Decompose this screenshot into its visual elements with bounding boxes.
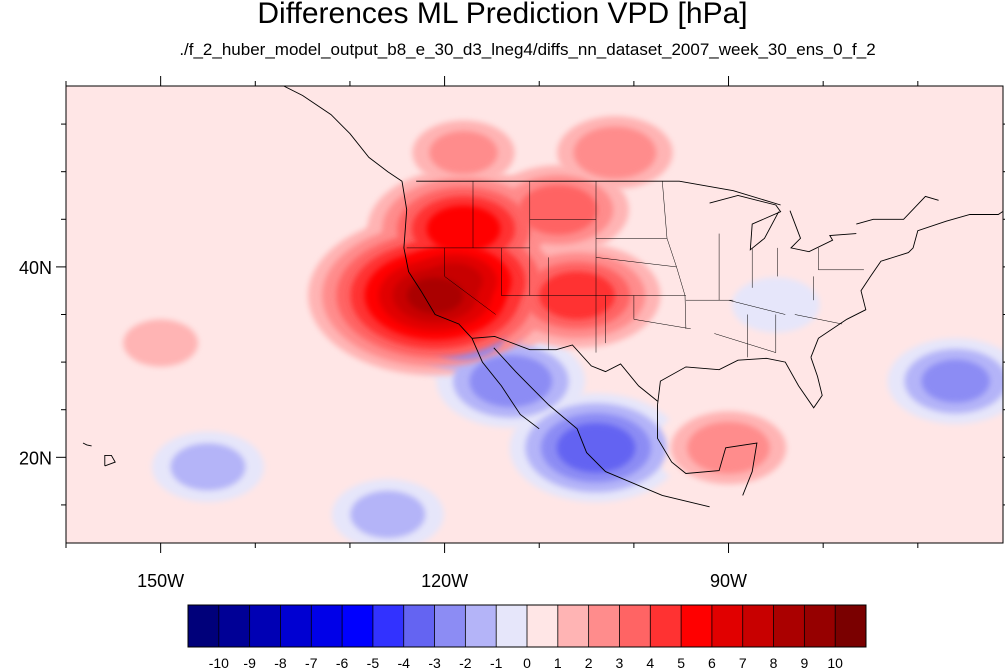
lon-label-120w: 120W	[421, 571, 468, 591]
colorbar-swatch	[804, 605, 836, 647]
colorbar-label: -10	[209, 655, 229, 671]
colorbar-swatch	[496, 605, 528, 647]
state-border	[633, 295, 691, 330]
state-border	[818, 247, 864, 271]
anomaly-contour	[731, 277, 820, 333]
coastline	[104, 454, 116, 467]
colorbar-label: 0	[523, 655, 531, 671]
colorbar-frame	[187, 604, 867, 648]
vpd-field	[104, 105, 1003, 543]
anomaly-contour	[123, 319, 198, 367]
lon-label-90w: 90W	[710, 571, 747, 591]
anomaly-contour	[406, 277, 464, 314]
colorbar-swatch	[434, 605, 466, 647]
colorbar-swatch	[372, 605, 405, 647]
coastline	[283, 86, 403, 182]
state-border	[595, 257, 677, 268]
colorbar-label: -7	[305, 655, 318, 671]
colorbar-swatch	[403, 605, 435, 647]
anomaly-contour	[518, 185, 598, 235]
latitude-labels: 40N 20N	[19, 258, 52, 468]
colorbar-swatch	[711, 605, 744, 647]
coastline	[810, 210, 1003, 358]
colorbar-swatch	[249, 605, 281, 647]
colorbar-swatch	[465, 605, 497, 647]
colorbar-swatch	[650, 605, 682, 647]
colorbar-label: -2	[459, 655, 472, 671]
colorbar-label: 6	[708, 655, 716, 671]
anomaly-contour	[170, 443, 246, 491]
colorbar-swatch	[342, 605, 374, 647]
state-border	[444, 247, 496, 315]
colorbar-swatch	[557, 605, 589, 647]
colorbar-label: 8	[770, 655, 778, 671]
colorbar-label: -8	[274, 655, 287, 671]
anomaly-contour	[429, 131, 498, 175]
anomaly-contour	[350, 490, 426, 538]
coastline	[471, 338, 540, 430]
colorbar-swatch	[681, 605, 713, 647]
colorbar-swatch	[527, 605, 559, 647]
coastline	[789, 210, 857, 253]
longitude-labels: 150W 120W 90W	[137, 571, 747, 591]
colorbar-swatch	[742, 605, 774, 647]
coastline	[657, 357, 823, 409]
anomaly-contour	[426, 205, 501, 253]
colorbar-label: 4	[646, 655, 654, 671]
colorbar-label: 3	[616, 655, 624, 671]
lat-label-40: 40N	[19, 258, 52, 278]
lat-label-20: 20N	[19, 448, 52, 468]
anomaly-contour	[573, 126, 657, 179]
colorbar-label: 5	[677, 655, 685, 671]
colorbar-swatch	[773, 605, 805, 647]
colorbar-swatch	[588, 605, 620, 647]
colorbar-label: -5	[367, 655, 380, 671]
colorbar-swatch	[835, 605, 867, 647]
colorbar-swatch	[218, 605, 250, 647]
colorbar-label: 7	[739, 655, 747, 671]
coastline	[401, 181, 473, 339]
chart-subtitle: ./f_2_huber_model_output_b8_e_30_d3_lneg…	[179, 40, 876, 59]
colorbar-label: 2	[585, 655, 593, 671]
colorbar-swatch	[619, 605, 651, 647]
colorbar-swatch	[311, 605, 343, 647]
anomaly-contour	[556, 423, 636, 473]
coastline	[82, 442, 92, 447]
state-border	[714, 333, 776, 353]
coastline	[416, 180, 781, 206]
anomaly-contour	[469, 355, 553, 408]
colorbar-label: -1	[490, 655, 503, 671]
colorbar-label: -6	[336, 655, 349, 671]
colorbar-swatch	[188, 605, 220, 647]
state-border	[794, 314, 843, 325]
lon-label-150w: 150W	[137, 571, 184, 591]
state-border	[728, 299, 786, 315]
chart-title: Differences ML Prediction VPD [hPa]	[257, 0, 748, 30]
map-panel	[56, 76, 1005, 553]
colorbar-label: 10	[827, 655, 843, 671]
colorbar-label: -9	[243, 655, 256, 671]
coastline	[493, 347, 710, 508]
coastline	[709, 195, 782, 251]
colorbar-label: 9	[800, 655, 808, 671]
coastline	[657, 404, 758, 496]
colorbar-label: -4	[398, 655, 411, 671]
colorbar-label: -3	[428, 655, 441, 671]
colorbar-swatch	[280, 605, 312, 647]
coastline-layer	[82, 86, 1003, 508]
colorbar: -10 -9 -8 -7 -6 -5 -4 -3 -2 -1 0 1 2 3 4 5 6 7 8 9 10	[187, 604, 867, 671]
colorbar-label: 1	[554, 655, 562, 671]
coastline	[856, 195, 939, 225]
coastline	[471, 335, 658, 402]
anomaly-contour	[921, 359, 990, 403]
